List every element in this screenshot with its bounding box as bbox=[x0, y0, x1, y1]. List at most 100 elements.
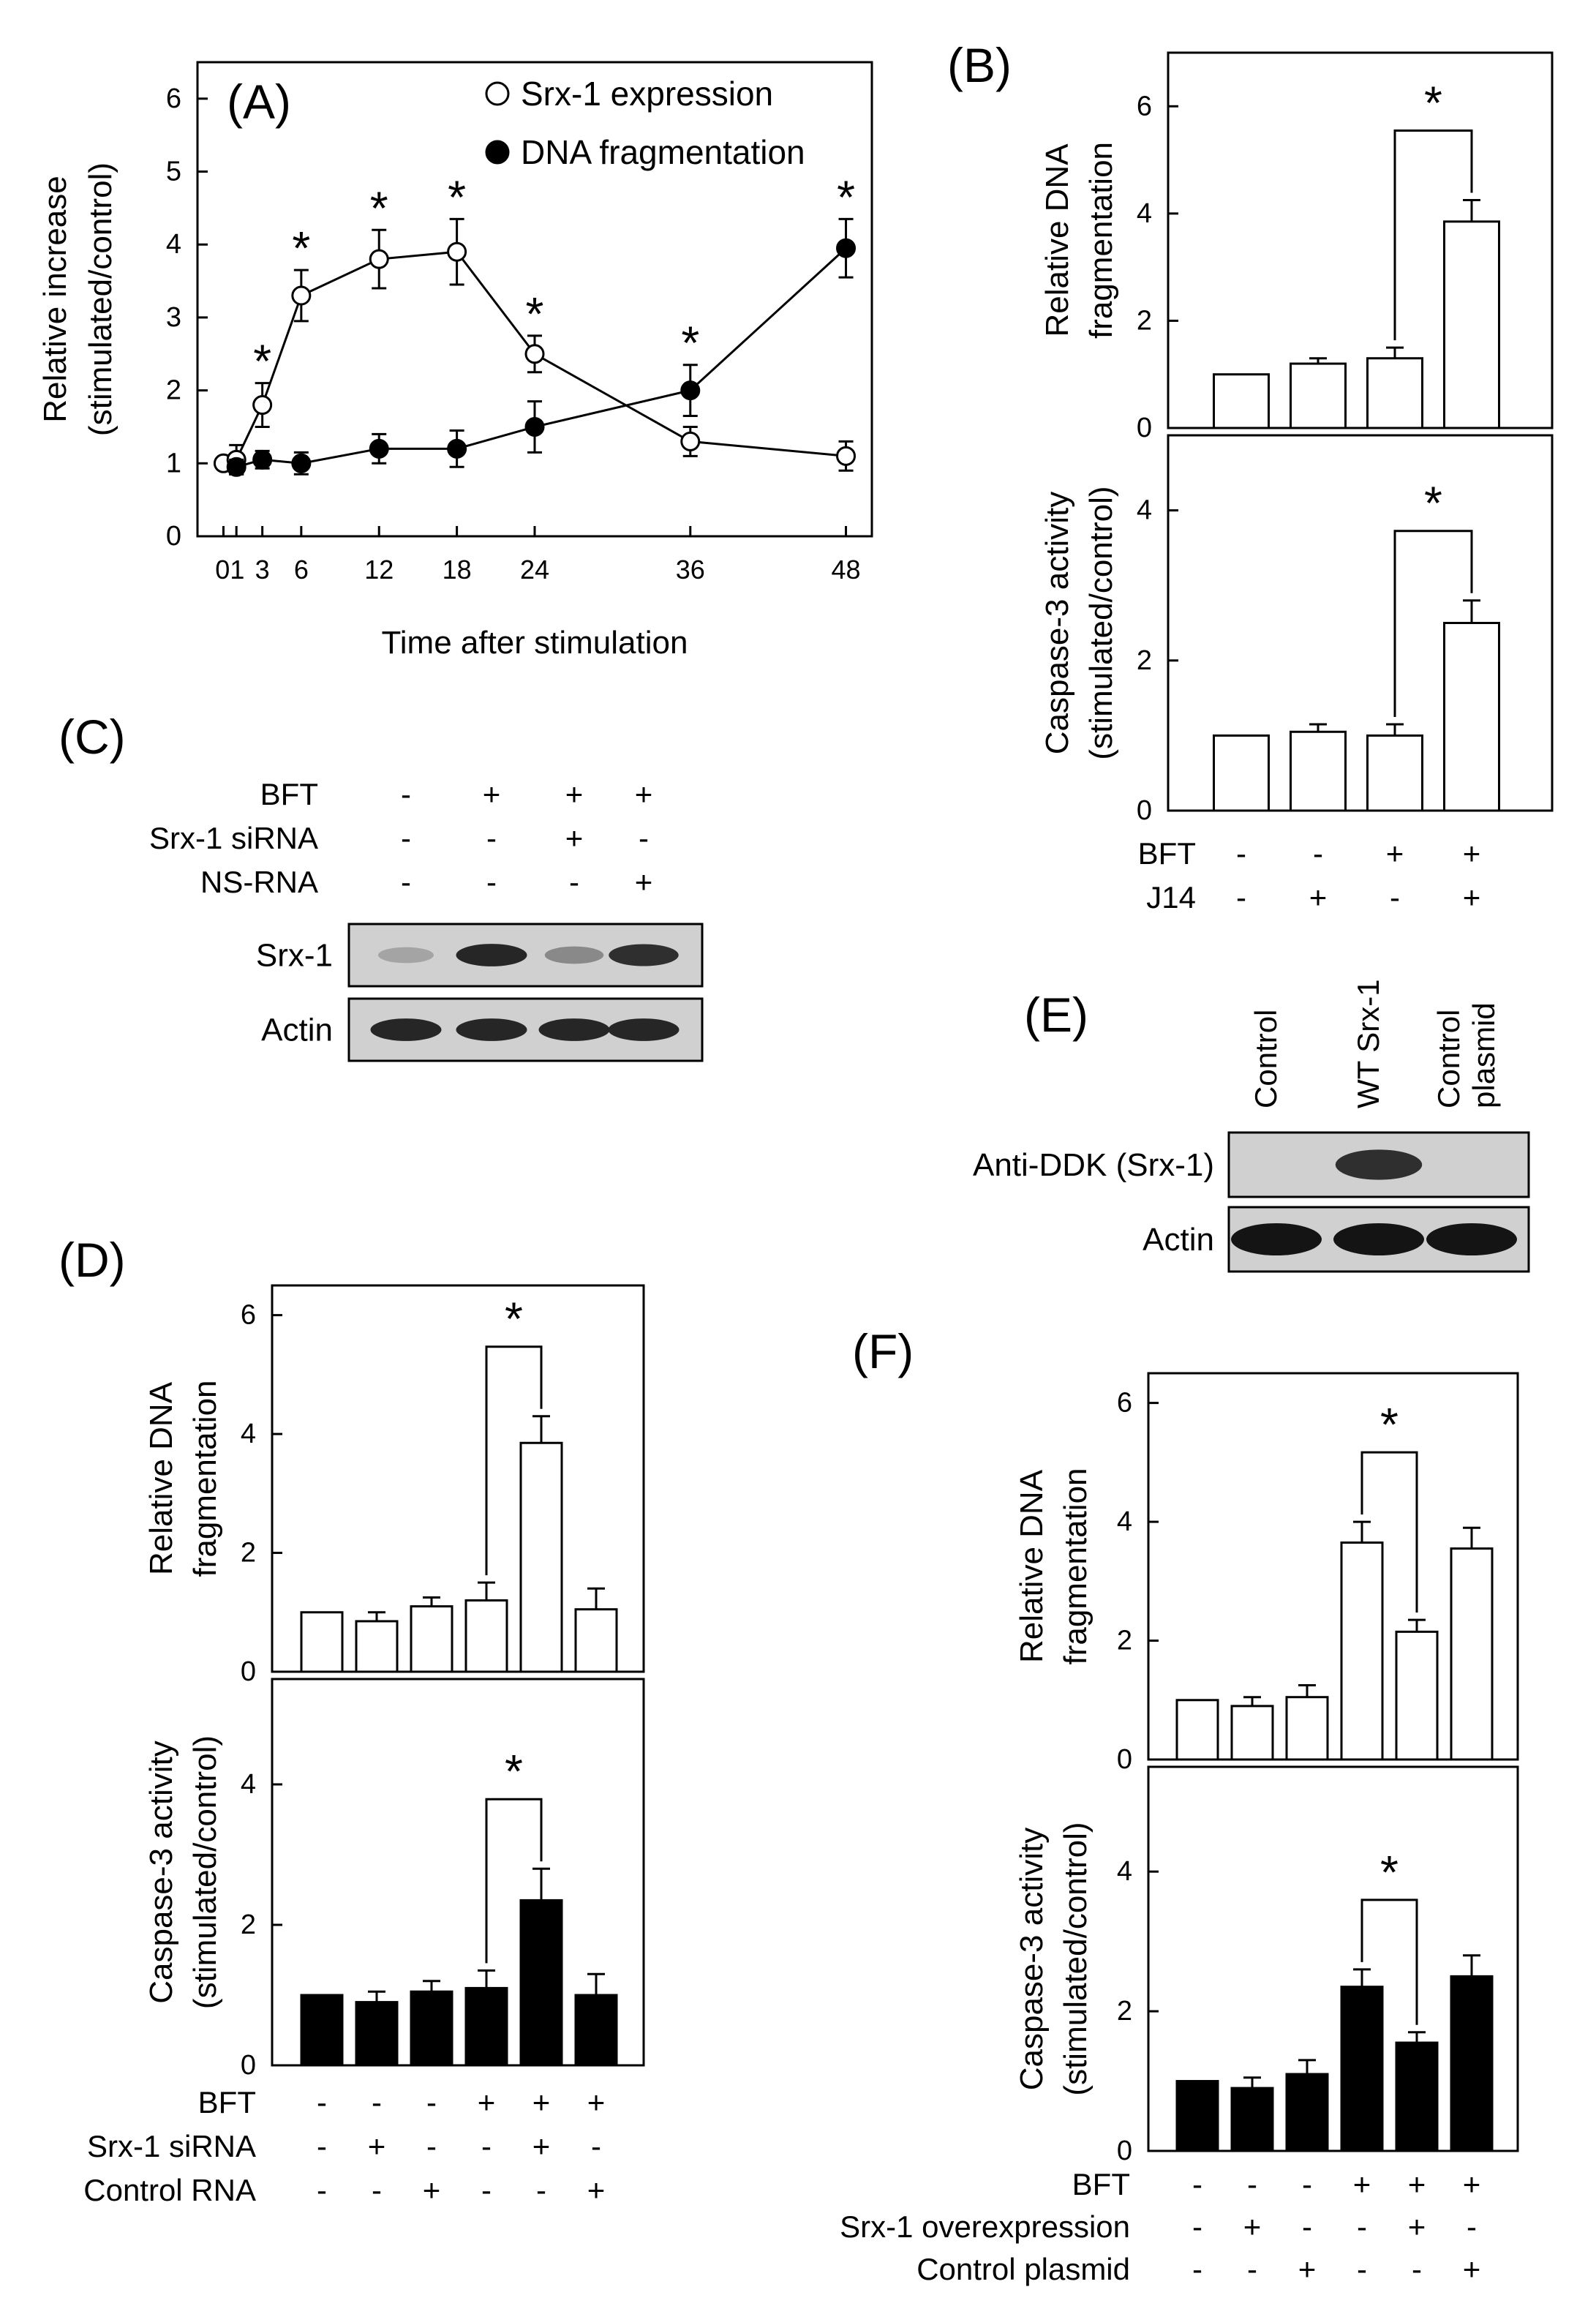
f-bottom-condition-label: BFT bbox=[1072, 2167, 1130, 2201]
d-top-y-tick-label: 2 bbox=[241, 1538, 256, 1569]
b-bottom-plot-frame bbox=[1167, 434, 1554, 812]
a-y-axis-label: Relative increase bbox=[37, 176, 73, 423]
a-point-srx1 bbox=[291, 285, 312, 306]
d-top-bar bbox=[410, 1605, 453, 1673]
c-band-label: Srx-1 bbox=[256, 938, 333, 974]
b-bottom-condition-sign: - bbox=[1236, 836, 1246, 871]
c-condition-sign: + bbox=[635, 777, 653, 811]
d-top-y-tick-label: 4 bbox=[241, 1419, 256, 1449]
d-bottom-condition-label: Control RNA bbox=[83, 2173, 256, 2207]
f-top-bar bbox=[1230, 1705, 1274, 1761]
f-bottom-bar bbox=[1450, 1975, 1494, 2152]
f-bottom-condition-sign: - bbox=[1302, 2209, 1312, 2244]
a-significance-star: * bbox=[370, 181, 388, 234]
c-condition-sign: + bbox=[565, 821, 584, 855]
d-top-y-tick-label: 0 bbox=[241, 1656, 256, 1687]
f-top-bar bbox=[1450, 1547, 1494, 1761]
a-y-tick-label: 5 bbox=[166, 157, 181, 187]
panel-label-a: (A) bbox=[227, 75, 291, 129]
a-x-tick-label: 18 bbox=[443, 555, 472, 585]
a-point-dna bbox=[252, 449, 273, 470]
b-bottom-y-axis-label: (stimulated/control) bbox=[1083, 486, 1119, 759]
d-bottom-condition-sign: - bbox=[317, 2129, 327, 2163]
c-band bbox=[608, 1018, 680, 1041]
b-bottom-condition-sign: - bbox=[1236, 880, 1246, 915]
d-bottom-bar bbox=[355, 2001, 399, 2067]
panel-label-f: (F) bbox=[852, 1324, 914, 1378]
c-band bbox=[609, 944, 679, 966]
d-bottom-condition-label: BFT bbox=[198, 2085, 256, 2119]
d-bottom-condition-sign: - bbox=[481, 2173, 492, 2207]
f-bottom-y-axis-label: Caspase-3 activity bbox=[1014, 1828, 1050, 2090]
f-bottom-bar bbox=[1175, 2080, 1219, 2152]
e-band bbox=[1426, 1223, 1517, 1255]
d-bottom-condition-sign: - bbox=[317, 2173, 327, 2207]
a-x-axis-label: Time after stimulation bbox=[382, 625, 688, 661]
b-bottom-condition-sign: + bbox=[1309, 880, 1328, 915]
a-point-srx1 bbox=[524, 344, 545, 364]
d-top-bar bbox=[574, 1608, 618, 1673]
d-bottom-bar bbox=[574, 1994, 618, 2067]
f-bottom-condition-sign: + bbox=[1298, 2252, 1317, 2286]
c-condition-label: BFT bbox=[260, 777, 318, 811]
d-bottom-condition-sign: - bbox=[591, 2129, 601, 2163]
d-bottom-condition-sign: - bbox=[372, 2085, 382, 2119]
b-bottom-condition-label: BFT bbox=[1138, 836, 1196, 871]
f-bottom-bar bbox=[1340, 1986, 1384, 2152]
a-point-dna bbox=[524, 416, 545, 437]
a-legend-marker bbox=[485, 140, 510, 165]
f-bottom-plot-frame bbox=[1147, 1765, 1519, 2152]
d-bottom-condition-sign: - bbox=[317, 2085, 327, 2119]
d-bottom-condition-sign: - bbox=[536, 2173, 546, 2207]
a-point-dna bbox=[447, 438, 467, 459]
f-bottom-condition-label: Control plasmid bbox=[916, 2252, 1130, 2286]
b-top-significance-bracket bbox=[1393, 129, 1473, 341]
f-top-y-tick-label: 2 bbox=[1117, 1626, 1132, 1656]
d-bottom-condition-sign: - bbox=[481, 2129, 492, 2163]
a-point-dna bbox=[226, 457, 246, 477]
a-y-tick-label: 0 bbox=[166, 521, 181, 552]
d-top-y-axis-label: fragmentation bbox=[187, 1380, 223, 1577]
a-significance-star: * bbox=[526, 288, 544, 340]
b-top-y-axis-label: fragmentation bbox=[1083, 142, 1119, 339]
b-bottom-bar bbox=[1366, 734, 1423, 812]
a-y-tick-label: 3 bbox=[166, 302, 181, 333]
b-top-y-axis-label: Relative DNA bbox=[1039, 143, 1075, 337]
b-top-y-tick-label: 4 bbox=[1137, 198, 1152, 229]
f-bottom-condition-sign: + bbox=[1408, 2209, 1426, 2244]
panel-label-d: (D) bbox=[59, 1233, 126, 1287]
f-bottom-condition-sign: + bbox=[1353, 2167, 1371, 2201]
d-top-bar bbox=[519, 1441, 563, 1673]
d-top-bar bbox=[355, 1620, 399, 1673]
c-band bbox=[370, 1018, 442, 1041]
b-bottom-condition-sign: + bbox=[1463, 836, 1481, 871]
d-bottom-y-tick-label: 2 bbox=[241, 1909, 256, 1940]
f-bottom-condition-sign: - bbox=[1357, 2252, 1367, 2286]
b-top-y-tick-label: 6 bbox=[1137, 91, 1152, 121]
b-bottom-significance-star: * bbox=[1424, 477, 1442, 530]
f-top-plot-frame bbox=[1147, 1372, 1519, 1761]
b-top-bar bbox=[1443, 220, 1500, 429]
e-lane-label: plasmid bbox=[1467, 1002, 1501, 1108]
a-significance-star: * bbox=[253, 335, 271, 388]
e-band bbox=[1333, 1223, 1424, 1255]
f-bottom-condition-sign: - bbox=[1247, 2252, 1257, 2286]
c-condition-sign: + bbox=[635, 865, 653, 899]
a-x-tick-label: 01 bbox=[215, 555, 244, 585]
e-lane-label: Control bbox=[1431, 1010, 1466, 1108]
c-condition-label: Srx-1 siRNA bbox=[149, 821, 318, 855]
a-legend-label: DNA fragmentation bbox=[521, 133, 805, 171]
d-bottom-condition-sign: + bbox=[368, 2129, 386, 2163]
e-lane-label: WT Srx-1 bbox=[1351, 979, 1385, 1108]
d-bottom-significance-star: * bbox=[505, 1745, 523, 1798]
a-y-tick-label: 2 bbox=[166, 375, 181, 406]
d-bottom-condition-sign: - bbox=[372, 2173, 382, 2207]
a-significance-star: * bbox=[681, 317, 699, 369]
f-bottom-bar bbox=[1395, 2041, 1439, 2152]
f-bottom-condition-sign: - bbox=[1302, 2167, 1312, 2201]
f-bottom-condition-sign: - bbox=[1192, 2252, 1202, 2286]
d-bottom-bar bbox=[519, 1899, 563, 2067]
c-condition-sign: + bbox=[565, 777, 584, 811]
b-bottom-condition-sign: - bbox=[1390, 880, 1400, 915]
